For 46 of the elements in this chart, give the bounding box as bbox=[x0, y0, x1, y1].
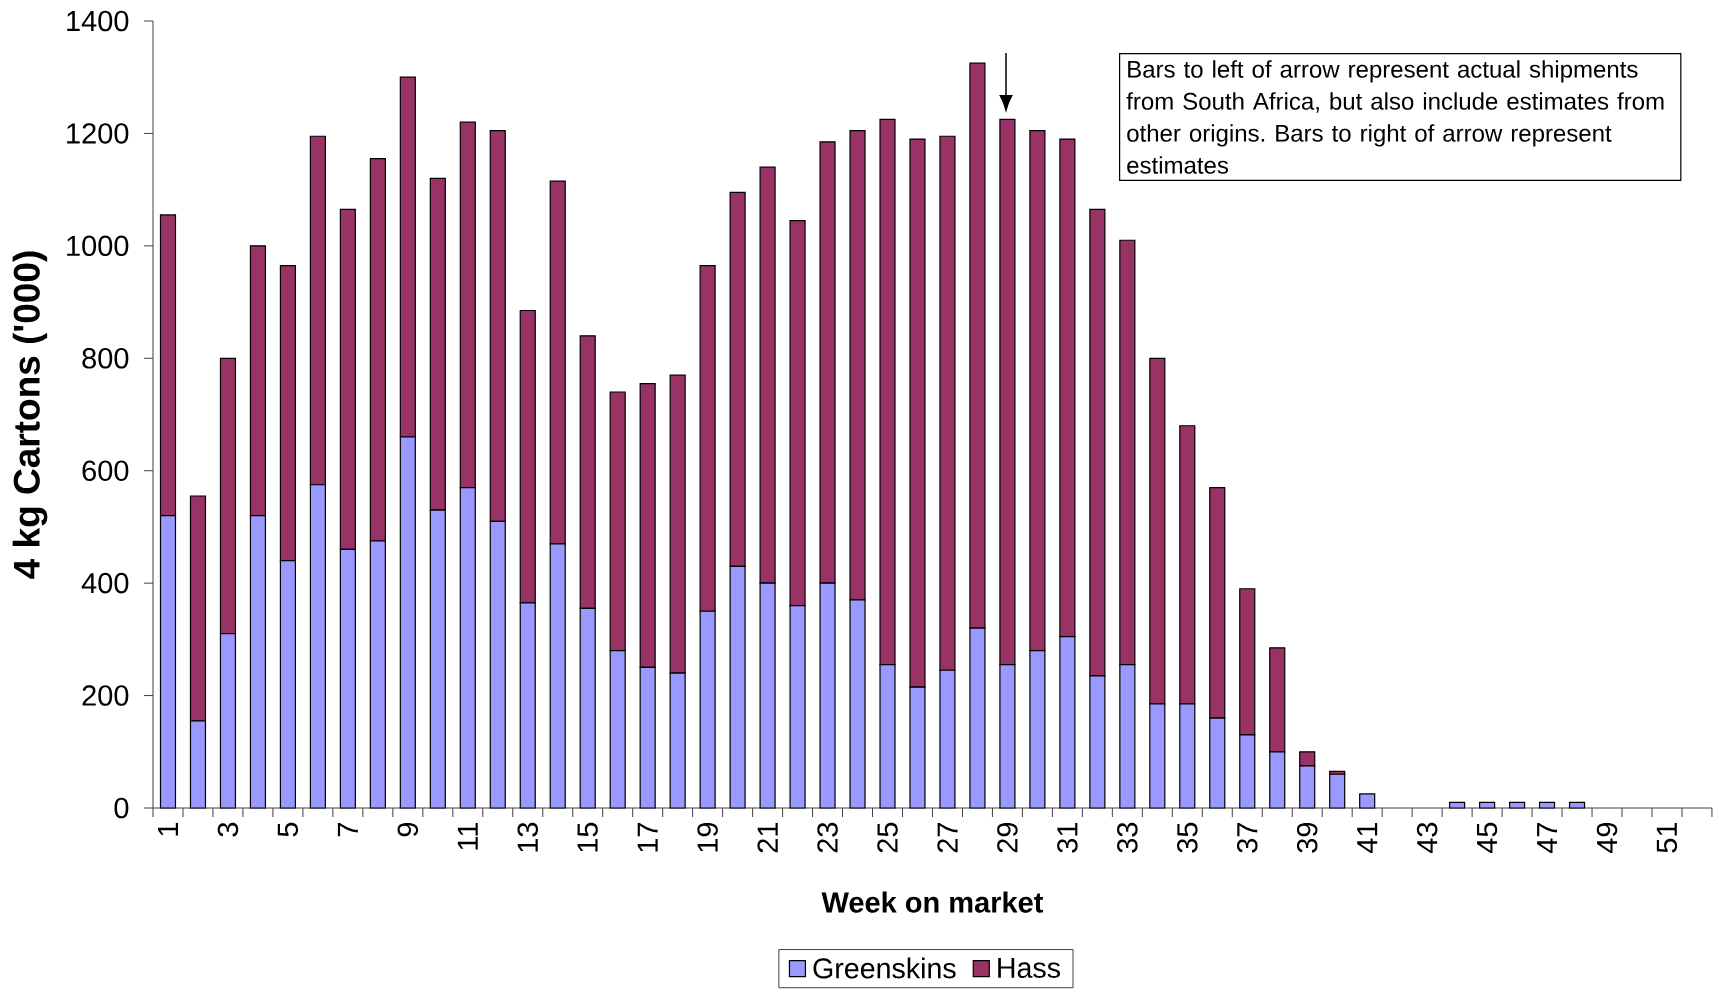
x-tick-label: 31 bbox=[1057, 822, 1078, 853]
x-tick-label: 1 bbox=[158, 822, 178, 836]
y-tick-label: 400 bbox=[81, 572, 129, 594]
y-tick-label: 1200 bbox=[67, 123, 129, 144]
y-tick-label: 200 bbox=[82, 685, 129, 706]
x-tick-label: 15 bbox=[577, 822, 598, 852]
x-tick-label: 21 bbox=[757, 822, 778, 853]
x-tick-label: 33 bbox=[1117, 822, 1138, 853]
x-tick-label: 45 bbox=[1476, 822, 1498, 854]
y-tick-label: 1400 bbox=[67, 10, 129, 32]
x-tick-label: 11 bbox=[457, 822, 478, 850]
annotation: Bars to left of arrow represent actual shipments from South Africa, but also include estimates from other origins. Bars to right of arrow represent estimates bbox=[1126, 60, 1664, 174]
x-tick-label: 5 bbox=[277, 822, 299, 837]
legend-label: Greenskins bbox=[813, 957, 956, 979]
x-tick-label: 17 bbox=[637, 822, 658, 852]
bar bbox=[1538, 801, 1556, 809]
x-tick-label: 49 bbox=[1596, 822, 1618, 854]
x-tick-label: 27 bbox=[937, 822, 958, 853]
x-tick-label: 35 bbox=[1177, 822, 1198, 853]
x-axis-title: Week on market bbox=[821, 891, 1044, 913]
legend-label: Hass bbox=[998, 958, 1060, 979]
x-tick-label: 37 bbox=[1237, 822, 1258, 853]
bar bbox=[1508, 801, 1526, 809]
x-tick-label: 41 bbox=[1357, 822, 1378, 854]
x-tick-label: 47 bbox=[1537, 822, 1558, 854]
x-tick-label: 51 bbox=[1656, 822, 1678, 853]
bar bbox=[1359, 793, 1376, 809]
x-tick-label: 29 bbox=[997, 822, 1018, 853]
x-tick-label: 19 bbox=[697, 822, 718, 852]
y-tick-label: 800 bbox=[82, 348, 129, 369]
x-tick-label: 13 bbox=[517, 822, 539, 852]
bar bbox=[1449, 801, 1466, 809]
y-tick-label: 600 bbox=[82, 460, 129, 481]
y-axis-title: 4 kg Cartons ('000) bbox=[12, 251, 48, 579]
x-tick-label: 7 bbox=[337, 822, 358, 837]
x-tick-label: 9 bbox=[397, 822, 419, 837]
x-tick-label: 23 bbox=[817, 822, 838, 853]
bar bbox=[1568, 801, 1586, 809]
x-tick-label: 43 bbox=[1416, 822, 1438, 854]
x-tick-label: 25 bbox=[877, 822, 898, 853]
x-tick-label: 3 bbox=[217, 822, 239, 837]
y-tick-label: 0 bbox=[114, 797, 129, 819]
bar bbox=[1479, 801, 1496, 809]
bar bbox=[1329, 773, 1346, 809]
y-tick-label: 1000 bbox=[67, 235, 129, 257]
x-tick-label: 39 bbox=[1296, 822, 1318, 853]
